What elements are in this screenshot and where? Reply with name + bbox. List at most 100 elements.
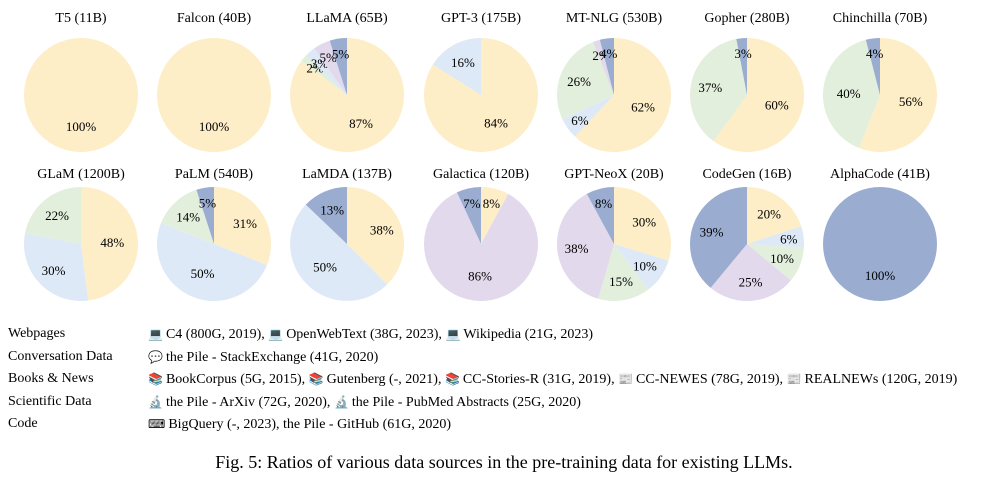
pie-slice-label: 20% [757, 207, 781, 222]
pie-title: Galactica (120B) [433, 167, 529, 182]
pie-slice-label: 26% [567, 74, 591, 89]
pie-slice-label: 10% [770, 251, 794, 266]
pie-title: T5 (11B) [55, 11, 107, 26]
pie-chart: Chinchilla (70B) 56% 40% 4% [822, 11, 937, 153]
pie-slice-label: 8% [483, 196, 501, 211]
pie-slice-webpages [747, 187, 802, 244]
pie-slice-label: 100% [66, 119, 97, 134]
pie-slice-conversation [822, 39, 880, 148]
pie-slice-code [599, 38, 614, 95]
pie-title: Falcon (40B) [177, 11, 252, 26]
pie-slice-label: 38% [370, 223, 394, 238]
legend-source: BigQuery (-, 2023), the Pile - GitHub (6… [168, 417, 452, 432]
pie-slice-label: 5% [199, 195, 217, 210]
pie-title: CodeGen (16B) [702, 167, 791, 182]
pie-slice-scientific [314, 40, 347, 95]
legend-source: the Pile - StackExchange (41G, 2020) [165, 349, 379, 365]
pie-slice-label: 60% [765, 98, 789, 113]
legend-category: Code [8, 416, 38, 431]
books-icon: 📰 [786, 372, 802, 386]
pie-chart: AlphaCode (41B) 100% [823, 167, 937, 301]
pie-slice-books [306, 48, 347, 95]
books-icon: 📚 [148, 372, 163, 386]
pie-chart: GLaM (1200B) 48% 30% 22% [24, 167, 138, 301]
pie-slice-label: 56% [899, 94, 923, 109]
pie-slice-label: 50% [191, 266, 215, 281]
laptop-icon: 💻 [148, 327, 163, 341]
pie-slice-code [305, 187, 347, 244]
pie-title: PaLM (540B) [175, 167, 254, 182]
pie-slice-code [196, 187, 214, 244]
laptop-icon: 💻 [445, 327, 461, 341]
pie-slice-label: 50% [313, 259, 337, 274]
pie-slice-code [329, 38, 347, 95]
pie-slice-label: 4% [600, 46, 618, 61]
pie-slice-label: 39% [700, 224, 724, 239]
pie-slice-label: 40% [837, 86, 861, 101]
pie-slice-label: 16% [451, 55, 475, 70]
legend-category: Books & News [8, 371, 94, 386]
pie-chart: GPT-3 (175B) 84% 16% [423, 11, 538, 152]
books-icon: 📚 [308, 372, 324, 386]
legend-source: Wikipedia (21G, 2023) [463, 327, 594, 342]
pie-slice-webpages [614, 187, 672, 261]
pie-slice-webpages [574, 38, 672, 153]
pie-slice-label: 22% [45, 208, 69, 223]
pie-slice-webpages [481, 187, 509, 244]
pie-chart: MT-NLG (530B)62%6%26%2%4% [556, 11, 672, 153]
legend-source: REALNEWs (120G, 2019) [804, 372, 958, 387]
pie-title: Gopher (280B) [704, 11, 789, 26]
pie-slice-label: 86% [468, 268, 492, 283]
pie-slice-code [456, 187, 481, 244]
pie-slice-label: 7% [463, 196, 481, 211]
legend-sources: ⌨ BigQuery (-, 2023), the Pile - GitHub (… [148, 413, 451, 437]
pie-slice-label: 87% [349, 116, 373, 131]
legend-source: Gutenberg (-, 2021), [326, 372, 445, 387]
pie-slice-webpages [289, 38, 404, 153]
legend-category: Scientific Data [8, 393, 92, 409]
pie-slice-label: 4% [866, 46, 884, 61]
pie-slice-books [432, 38, 481, 95]
pie-slice-webpages [423, 38, 538, 152]
pie-slice-label: 30% [632, 215, 656, 230]
books-icon: 📚 [444, 372, 460, 386]
pie-slice-label: 30% [42, 263, 66, 278]
pie-slice-webpages [859, 38, 937, 153]
pie-slice-books [24, 233, 89, 301]
pie-slice-books [290, 204, 387, 301]
pie-slice-webpages [24, 38, 138, 152]
speech-bubble-icon: 💬 [148, 349, 163, 364]
pie-slice-label: 5% [332, 46, 350, 61]
laptop-icon: 💻 [268, 327, 284, 341]
pie-slice-conversation [301, 55, 347, 95]
pie-slice-code [736, 38, 747, 95]
pie-slice-label: 100% [199, 119, 230, 134]
pie-chart: LLaMA (65B)87%2%3%5%5% [289, 11, 404, 153]
legend-sources: 💻 C4 (800G, 2019), 💻 OpenWebText (38G, 202… [148, 323, 593, 347]
pie-slice-code [690, 187, 747, 288]
pie-slice-label: 8% [595, 196, 613, 211]
pie-slice-label: 14% [176, 210, 200, 225]
pie-slice-label: 6% [571, 113, 589, 128]
pie-slice-conversation [25, 187, 81, 244]
pie-title: GPT-3 (175B) [441, 11, 521, 26]
pie-slice-webpages [347, 187, 405, 285]
pie-slice-code [586, 187, 614, 244]
pie-slice-label: 37% [698, 80, 722, 95]
pie-slice-label: 6% [780, 232, 798, 247]
pie-slice-code [865, 38, 880, 95]
pie-chart: GPT-NeoX (20B) 30% 10%15% 38% 8% [556, 167, 672, 302]
pie-chart: Gopher (280B) 60% 37% 3% [690, 11, 805, 152]
pie-slice-label: 25% [739, 275, 763, 290]
pie-slice-conversation [598, 244, 649, 302]
pie-slice-webpages [157, 38, 271, 152]
pie-chart: PaLM (540B) 31% 50% 14%5% [156, 167, 272, 302]
pie-chart: LaMDA (137B) 38% 50% 13% [290, 167, 405, 301]
legend-category: Conversation Data [8, 348, 113, 364]
legend-source: C4 (800G, 2019), [165, 327, 269, 342]
pie-slice-scientific [593, 39, 614, 95]
pie-slice-label: 31% [233, 216, 257, 231]
pie-title: AlphaCode (41B) [830, 167, 930, 182]
pie-slice-label: 15% [609, 274, 633, 289]
pie-slice-scientific [424, 192, 539, 301]
